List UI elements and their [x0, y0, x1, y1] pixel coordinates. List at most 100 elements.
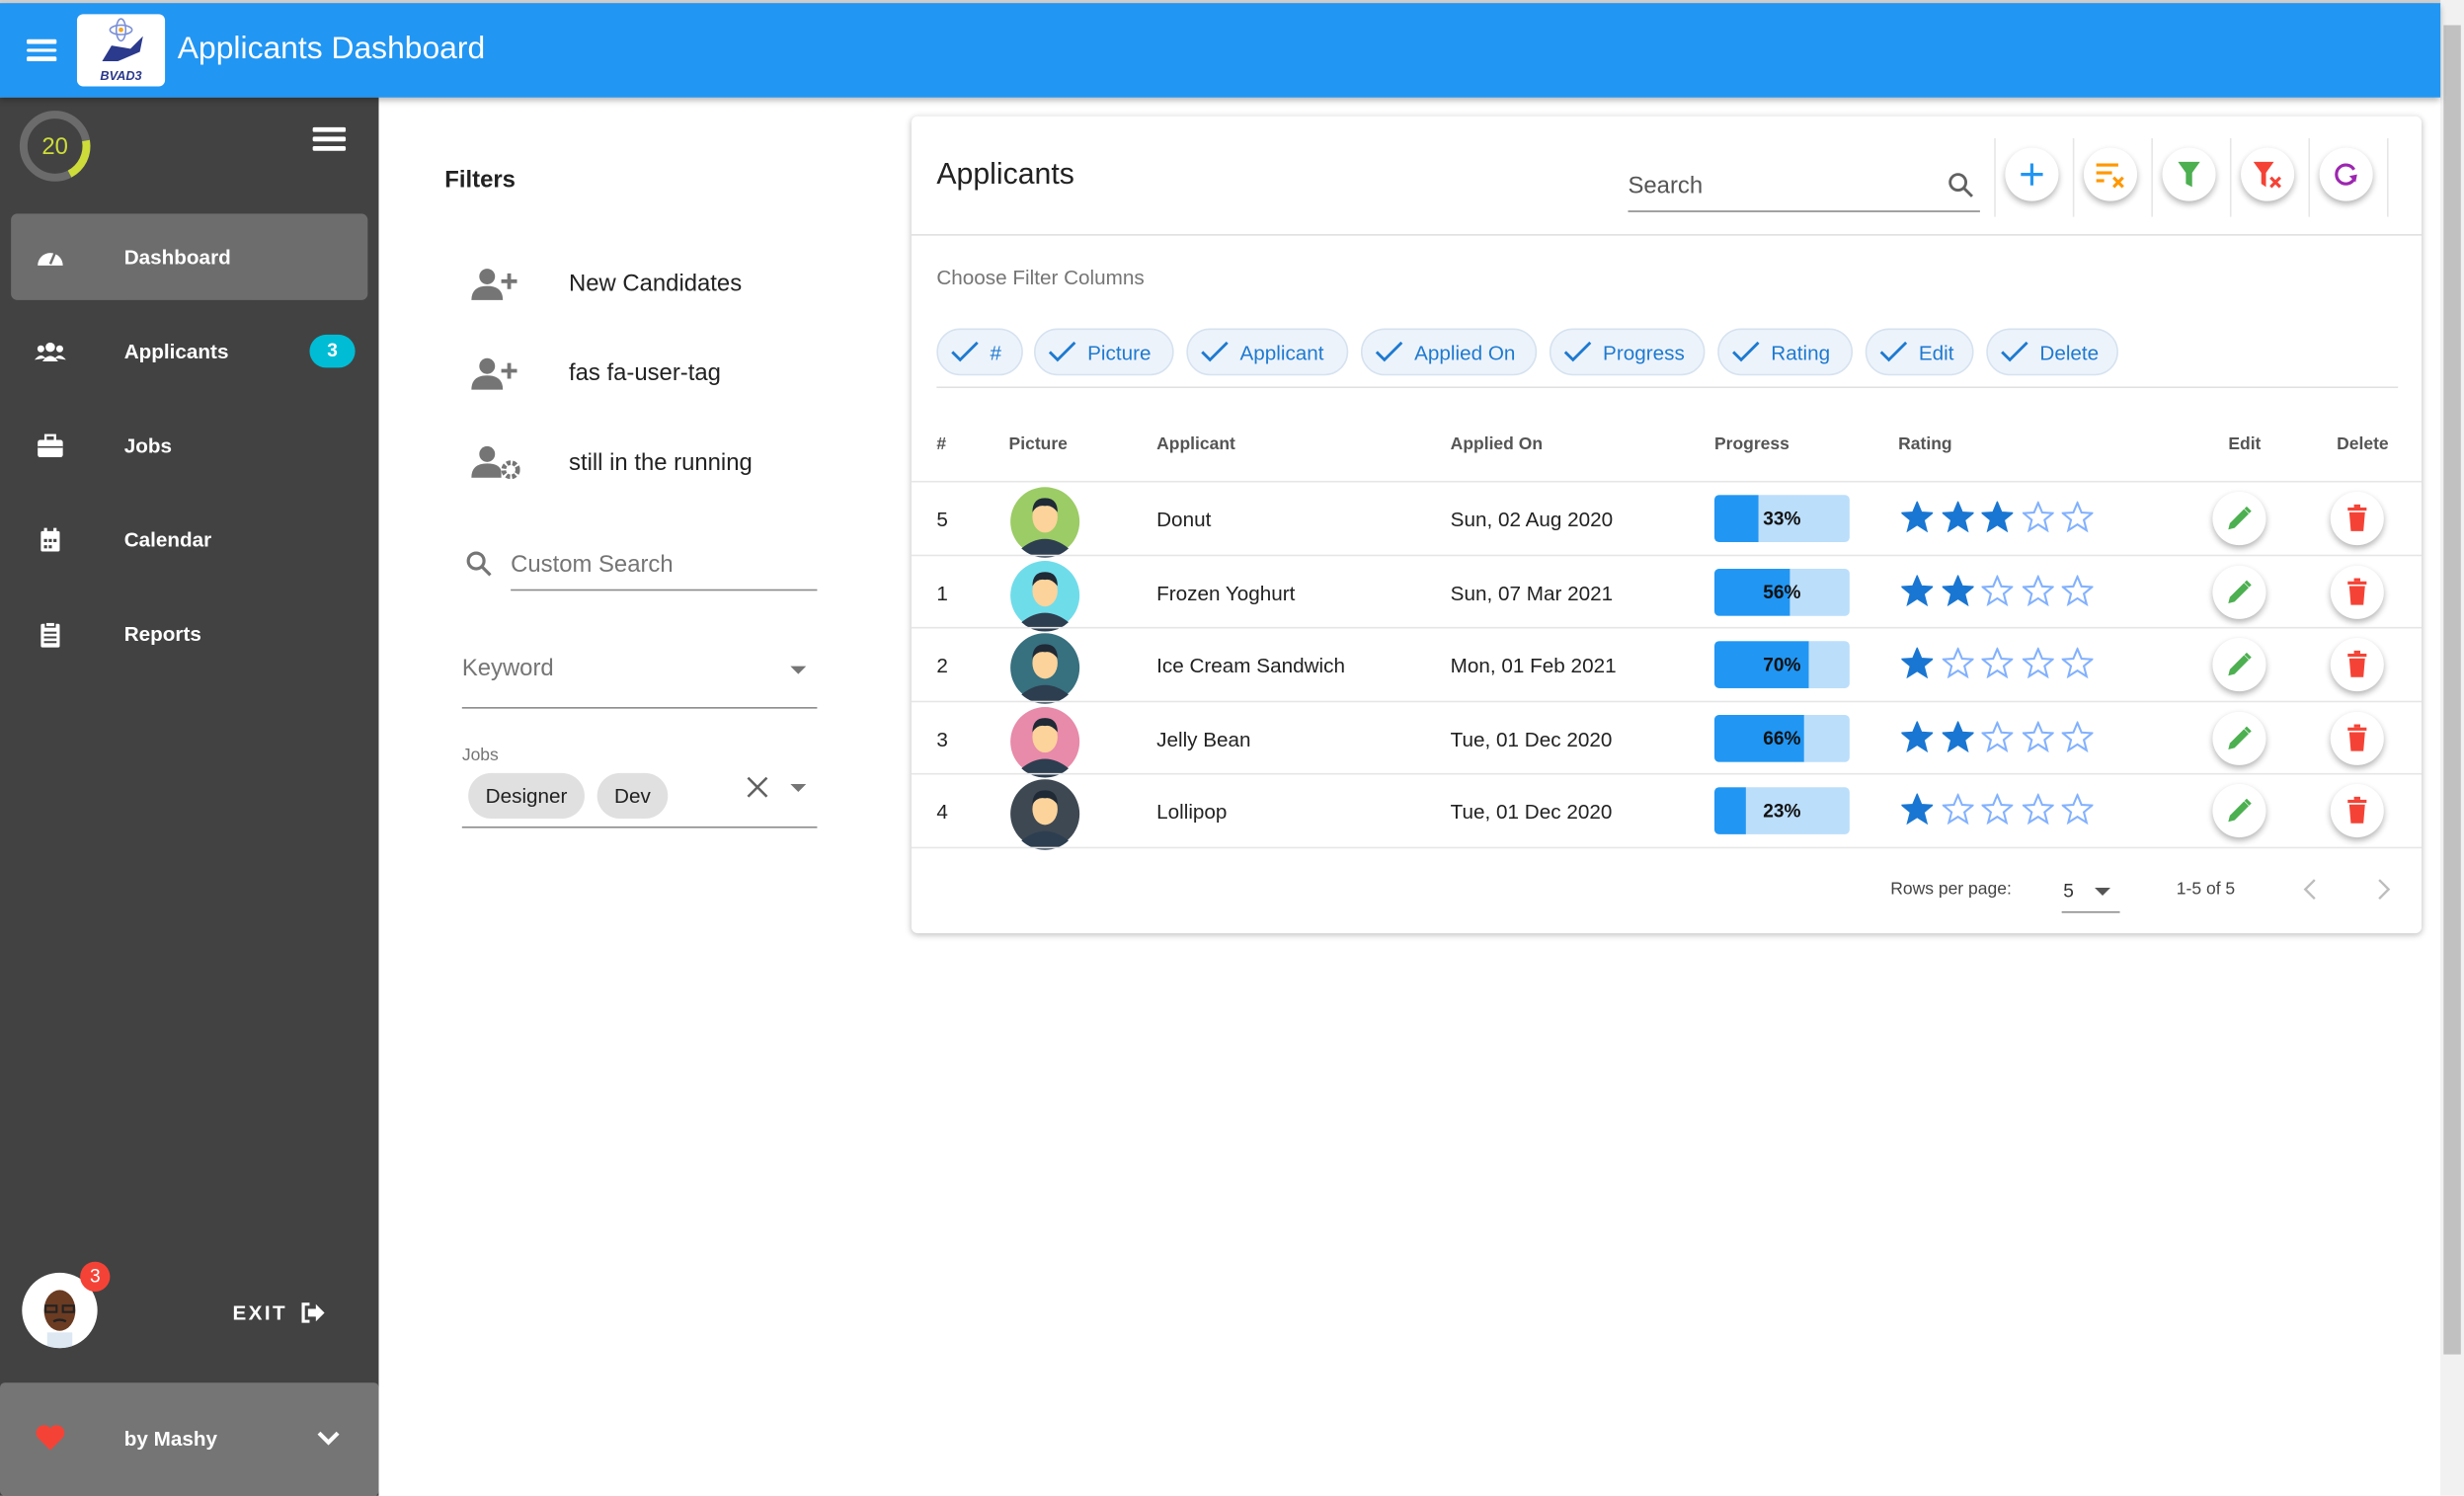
star-empty-icon[interactable]: [1981, 574, 2014, 606]
column-header[interactable]: Rating: [1898, 434, 1952, 454]
search-input[interactable]: Search: [1628, 173, 1704, 200]
sidebar-item-applicants[interactable]: Applicants 3: [11, 308, 367, 395]
sidebar-item-dashboard[interactable]: Dashboard: [11, 213, 368, 300]
clear-icon[interactable]: [747, 776, 768, 798]
scrollbar[interactable]: [2440, 0, 2464, 1496]
delete-button[interactable]: [2330, 492, 2384, 546]
delete-button[interactable]: [2330, 784, 2384, 838]
apply-filter-button[interactable]: [2162, 147, 2216, 201]
rating-stars[interactable]: [1901, 721, 2094, 752]
star-filled-icon[interactable]: [1941, 574, 1973, 606]
rows-per-page-select[interactable]: 5: [2061, 877, 2120, 913]
star-filled-icon[interactable]: [1901, 647, 1934, 679]
exit-label: EXIT: [232, 1300, 288, 1325]
star-empty-icon[interactable]: [1981, 647, 2014, 679]
column-header[interactable]: Progress: [1713, 434, 1789, 454]
star-filled-icon[interactable]: [1941, 721, 1973, 752]
star-empty-icon[interactable]: [2061, 794, 2094, 826]
star-empty-icon[interactable]: [2022, 574, 2053, 606]
column-header[interactable]: Applied On: [1450, 434, 1544, 454]
column-chip[interactable]: Applied On: [1360, 328, 1538, 376]
filter-user-tag[interactable]: fas fa-user-tag: [470, 356, 721, 397]
rating-stars[interactable]: [1901, 574, 2094, 606]
star-empty-icon[interactable]: [1981, 794, 2014, 826]
star-empty-icon[interactable]: [1941, 794, 1973, 826]
column-header[interactable]: Edit: [2228, 434, 2262, 454]
scrollbar-thumb[interactable]: [2443, 25, 2461, 1355]
job-chip-designer[interactable]: Designer: [468, 772, 585, 820]
sidebar-menu-icon[interactable]: [312, 122, 347, 155]
column-chip[interactable]: #: [936, 328, 1023, 376]
menu-icon[interactable]: [27, 35, 57, 65]
refresh-button[interactable]: [2319, 147, 2373, 201]
chip-label: Progress: [1603, 340, 1685, 364]
job-chip-dev[interactable]: Dev: [596, 772, 669, 820]
edit-button[interactable]: [2212, 711, 2266, 765]
star-filled-icon[interactable]: [1901, 721, 1934, 752]
star-empty-icon[interactable]: [2061, 574, 2094, 606]
clear-sort-button[interactable]: [2083, 147, 2138, 201]
sidebar-item-jobs[interactable]: Jobs: [11, 402, 367, 489]
star-empty-icon[interactable]: [2022, 647, 2053, 679]
star-filled-icon[interactable]: [1941, 501, 1973, 533]
star-empty-icon[interactable]: [2061, 647, 2094, 679]
keyword-select[interactable]: Keyword: [462, 656, 818, 709]
edit-button[interactable]: [2212, 638, 2266, 692]
star-filled-icon[interactable]: [1901, 501, 1934, 533]
column-chip[interactable]: Picture: [1034, 328, 1174, 376]
column-chip[interactable]: Rating: [1717, 328, 1854, 376]
table-row[interactable]: 2 Ice Cream Sandwich Mon, 01 Feb 2021 70%: [911, 627, 2423, 705]
table-row[interactable]: 5 Donut Sun, 02 Aug 2020 33%: [911, 480, 2423, 558]
star-empty-icon[interactable]: [2022, 501, 2053, 533]
table-row[interactable]: 3 Jelly Bean Tue, 01 Dec 2020 66%: [911, 700, 2423, 778]
filter-new-candidates[interactable]: New Candidates: [470, 268, 742, 308]
edit-button[interactable]: [2212, 565, 2266, 619]
star-empty-icon[interactable]: [2022, 794, 2053, 826]
delete-button[interactable]: [2330, 565, 2384, 619]
sidebar-item-reports[interactable]: Reports: [11, 591, 367, 677]
edit-button[interactable]: [2212, 492, 2266, 546]
progress-label: 33%: [1763, 507, 1801, 530]
star-empty-icon[interactable]: [1941, 647, 1973, 679]
progress-bar: 70%: [1713, 641, 1850, 689]
column-header[interactable]: Picture: [1008, 434, 1068, 454]
column-chip[interactable]: Applicant: [1186, 328, 1349, 376]
column-header[interactable]: Delete: [2337, 434, 2389, 454]
custom-search-input[interactable]: Custom Search: [511, 551, 674, 579]
chip-label: Edit: [1918, 340, 1954, 364]
column-header[interactable]: Applicant: [1156, 434, 1235, 454]
sidebar-item-calendar[interactable]: Calendar: [11, 497, 367, 584]
dropdown-arrow-icon[interactable]: [789, 781, 808, 794]
star-empty-icon[interactable]: [2061, 501, 2094, 533]
star-filled-icon[interactable]: [1981, 501, 2014, 533]
clear-filter-button[interactable]: [2241, 147, 2295, 201]
star-filled-icon[interactable]: [1901, 794, 1934, 826]
star-empty-icon[interactable]: [2022, 721, 2053, 752]
star-empty-icon[interactable]: [1981, 721, 2014, 752]
delete-button[interactable]: [2330, 711, 2384, 765]
column-chip[interactable]: Edit: [1865, 328, 1974, 376]
rating-stars[interactable]: [1901, 794, 2094, 826]
column-header[interactable]: #: [936, 434, 947, 454]
table-row[interactable]: 1 Frozen Yoghurt Sun, 07 Mar 2021 56%: [911, 554, 2423, 631]
star-filled-icon[interactable]: [1901, 574, 1934, 606]
delete-button[interactable]: [2330, 638, 2384, 692]
table-row[interactable]: 4 Lollipop Tue, 01 Dec 2020 23%: [911, 773, 2423, 851]
star-empty-icon[interactable]: [2061, 721, 2094, 752]
add-applicant-button[interactable]: [2005, 147, 2059, 201]
gauge-value: 20: [41, 133, 68, 160]
check-icon: [1375, 341, 1403, 362]
progress-bar: 23%: [1713, 787, 1850, 835]
column-chip[interactable]: Delete: [1986, 328, 2118, 376]
exit-button[interactable]: EXIT: [232, 1300, 325, 1325]
edit-button[interactable]: [2212, 784, 2266, 838]
chevron-left-icon[interactable]: [2302, 878, 2318, 901]
progress-label: 70%: [1763, 654, 1801, 676]
rating-stars[interactable]: [1901, 501, 2094, 533]
footer-expander[interactable]: by Mashy: [0, 1382, 379, 1496]
chevron-right-icon[interactable]: [2376, 878, 2392, 901]
cell-applicant: Lollipop: [1156, 800, 1228, 825]
column-chip[interactable]: Progress: [1549, 328, 1706, 376]
filter-still-running[interactable]: still in the running: [470, 444, 753, 485]
rating-stars[interactable]: [1901, 647, 2094, 679]
